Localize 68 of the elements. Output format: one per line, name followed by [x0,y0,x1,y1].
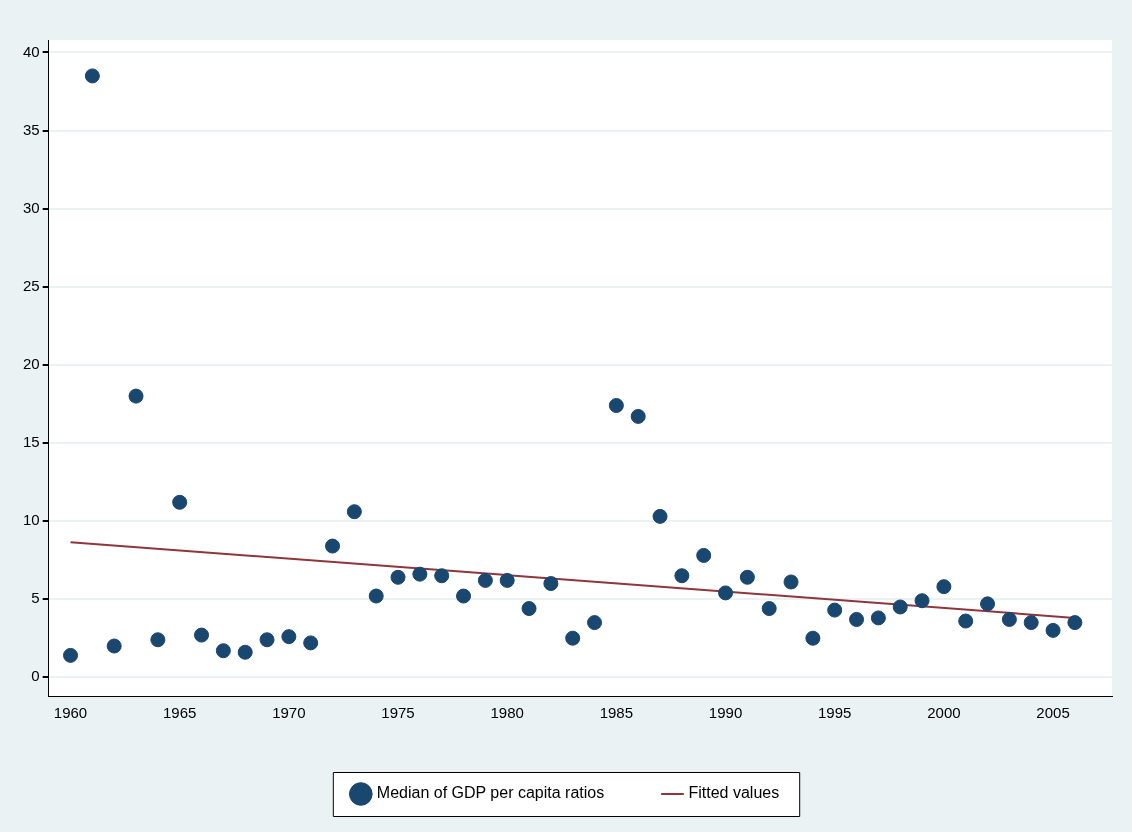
x-tick-label: 1995 [818,704,852,722]
point [194,627,210,643]
point [827,602,843,618]
point [1067,615,1083,631]
x-tick-label: 1970 [272,704,306,722]
point [936,579,952,595]
point [499,572,515,588]
point [346,504,362,520]
point [303,635,319,651]
point [805,630,821,646]
point [1023,615,1039,631]
point [106,638,122,654]
point [587,615,603,631]
x-tick-label: 1975 [381,704,415,722]
point [761,601,777,617]
x-tick-label: 1990 [708,704,743,722]
point [980,596,996,612]
point [1001,611,1017,627]
point [849,611,865,627]
point [456,588,472,604]
point [368,588,384,604]
point [1045,622,1061,638]
point [718,585,734,601]
point [325,538,341,554]
point [390,569,406,585]
point [412,566,428,582]
point [608,397,624,413]
y-tick-label: 15 [23,433,40,451]
point [696,547,712,563]
x-tick-label: 2005 [1036,704,1070,722]
point [84,68,100,84]
y-tick-label: 5 [31,589,40,607]
y-tick-label: 35 [23,120,40,138]
point [128,388,144,404]
point [434,568,450,584]
point [783,574,799,590]
point [477,572,493,588]
point [543,576,559,592]
y-tick-label: 0 [31,667,40,685]
point [739,569,755,585]
point [630,408,646,424]
point [259,632,275,648]
point [172,494,188,510]
y-tick-label: 40 [23,42,40,60]
point [237,644,253,660]
y-tick-label: 25 [23,276,40,294]
point [892,599,908,615]
x-tick-label: 1985 [599,704,634,722]
point [914,593,930,609]
point [281,629,297,645]
point [674,568,690,584]
point [652,508,668,524]
legend-label: Median of GDP per capita ratios [376,784,605,802]
point [215,643,231,659]
point [63,647,79,663]
x-tick-label: 2000 [927,704,961,722]
legend-label: Fitted values [688,784,780,802]
x-tick-label: 1960 [53,704,88,722]
point [870,610,886,626]
x-tick-label: 1980 [490,704,524,722]
x-tick-label: 1965 [163,704,197,722]
y-tick-label: 20 [23,355,40,373]
point [150,632,166,648]
point [565,630,581,646]
point [521,601,537,617]
y-tick-label: 30 [23,198,40,216]
y-tick-label: 10 [23,511,40,529]
point [958,613,974,629]
